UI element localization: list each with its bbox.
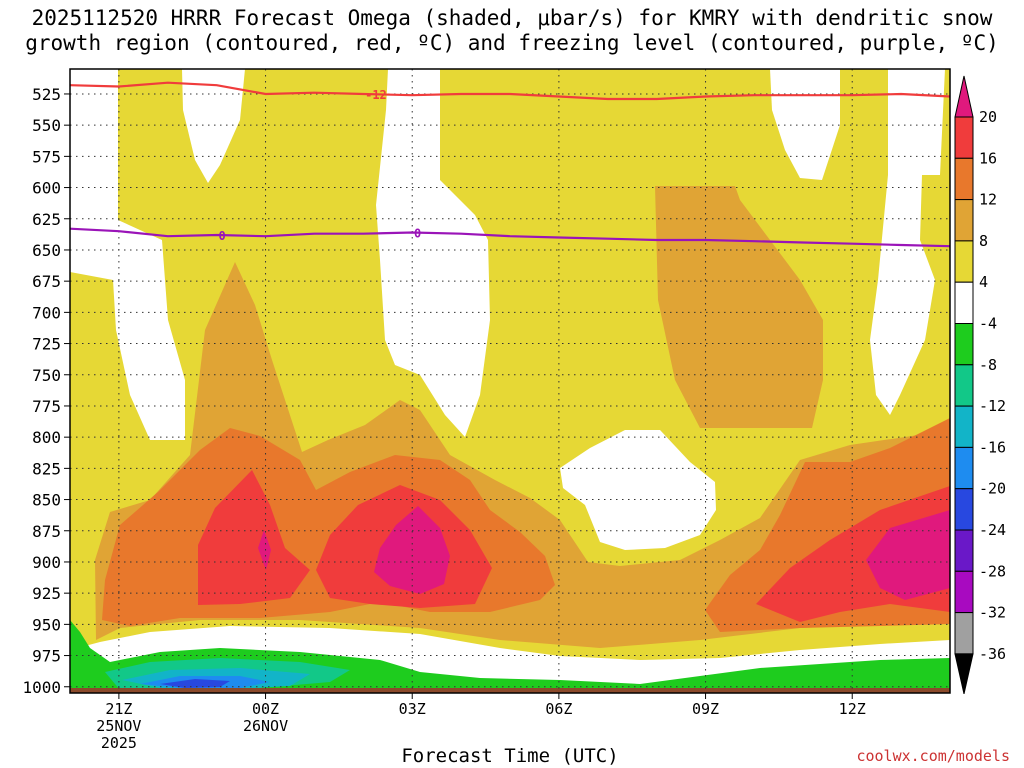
y-tick-label: 650 <box>32 241 61 260</box>
y-tick-label: 800 <box>32 428 61 447</box>
chart-title: 2025112520 HRRR Forecast Omega (shaded, … <box>0 6 1024 56</box>
x-axis-label: Forecast Time (UTC) <box>401 745 619 767</box>
y-tick-label: 825 <box>32 459 61 478</box>
temperature-contours: -12 0 0 <box>69 81 951 248</box>
x-tick-label: 21Z <box>105 700 132 718</box>
x-tick-label: 25NOV <box>96 717 141 735</box>
omega-region-weak-right-top <box>770 69 840 180</box>
colorbar-bin <box>954 364 974 407</box>
colorbar-label: -36 <box>979 645 1006 663</box>
colorbar-bin <box>954 570 974 614</box>
omega-region-weak-center <box>376 69 490 437</box>
colorbar-label: -28 <box>979 562 1006 580</box>
colorbar-label: 4 <box>979 273 988 291</box>
dendritic-growth-contour-label: -12 <box>365 88 387 102</box>
title-line-1: 2025112520 HRRR Forecast Omega (shaded, … <box>31 6 993 30</box>
colorbar-bin <box>954 199 974 242</box>
dendritic-growth-contour-line <box>69 81 951 101</box>
y-tick-label: 550 <box>32 116 61 135</box>
colorbar-bin <box>954 529 974 572</box>
omega-region-weak-upper <box>182 69 245 183</box>
x-tick-label: 26NOV <box>243 717 288 735</box>
omega-region-minus-20-to-minus-24 <box>160 679 230 688</box>
y-tick-label: 525 <box>32 85 61 104</box>
colorbar-bin <box>954 653 974 695</box>
y-tick-label: 700 <box>32 303 61 322</box>
y-tick-label: 975 <box>32 647 61 666</box>
omega-region-weak-right-mid <box>870 69 945 415</box>
colorbar-label: -20 <box>979 480 1006 498</box>
y-tick-label: 950 <box>32 615 61 634</box>
colorbar-bin <box>954 446 974 490</box>
colorbar-bin <box>954 488 974 531</box>
y-tick-label: 675 <box>32 272 61 291</box>
colorbar-bin <box>954 405 974 448</box>
colorbar-label: 12 <box>979 191 997 209</box>
y-axis-ticks: 525 550 575 600 625 650 675 700 725 750 775 800 825 8… <box>22 85 70 697</box>
omega-region-weak-mid-bubble <box>560 430 716 550</box>
y-tick-label: 750 <box>32 366 61 385</box>
omega-region-weak-top-left <box>70 69 185 440</box>
y-tick-label: 600 <box>32 179 61 198</box>
title-line-2: growth region (contoured, red, ºC) and f… <box>25 31 999 55</box>
colorbar-bin <box>954 281 974 325</box>
x-tick-label: 12Z <box>839 700 866 718</box>
colorbar-label: -16 <box>979 438 1006 456</box>
x-tick-label: 03Z <box>399 700 426 718</box>
freezing-level-contour-label: 0 <box>414 226 421 240</box>
colorbar-bin <box>954 612 974 655</box>
freezing-level-contour-label: 0 <box>218 229 225 243</box>
colorbar-label: 16 <box>979 149 997 167</box>
omega-region-16-to-20-left <box>198 470 310 605</box>
grid-lines <box>70 69 950 693</box>
omega-shading <box>70 69 950 693</box>
y-tick-label: 1000 <box>22 678 61 697</box>
colorbar-label: 8 <box>979 232 988 250</box>
y-tick-label: 875 <box>32 522 61 541</box>
credit-link[interactable]: coolwx.com/models <box>856 747 1010 765</box>
y-tick-label: 625 <box>32 210 61 229</box>
colorbar-bin <box>954 323 974 366</box>
y-tick-label: 900 <box>32 553 61 572</box>
colorbar-bin <box>954 75 974 118</box>
colorbar-bin <box>954 116 974 159</box>
omega-region-8-to-12-right-upper <box>655 186 823 428</box>
y-tick-label: 575 <box>32 147 61 166</box>
colorbar-bin <box>954 157 974 201</box>
x-tick-label: 09Z <box>692 700 719 718</box>
colorbar-bin <box>954 240 974 283</box>
x-tick-label: 00Z <box>252 700 279 718</box>
colorbar-label: -12 <box>979 397 1006 415</box>
colorbar-label: -8 <box>979 356 997 374</box>
plot-frame <box>69 68 951 694</box>
colorbar-label: -24 <box>979 521 1006 539</box>
colorbar-label: -32 <box>979 604 1006 622</box>
y-tick-label: 850 <box>32 491 61 510</box>
x-tick-label: 06Z <box>545 700 572 718</box>
y-tick-label: 775 <box>32 397 61 416</box>
colorbar-label: -4 <box>979 315 997 333</box>
surface-band <box>70 688 950 693</box>
y-tick-label: 925 <box>32 584 61 603</box>
x-tick-label: 2025 <box>101 734 137 752</box>
y-tick-label: 725 <box>32 335 61 354</box>
colorbar: 20 16 12 8 4 -4 -8 -12 -16 -20 -24 -28 -32 -36 <box>954 75 1006 695</box>
colorbar-label: 20 <box>979 108 997 126</box>
omega-region-above-20-right <box>866 510 950 600</box>
omega-region-above-20-left <box>258 530 271 570</box>
freezing-level-contour-line <box>69 227 951 248</box>
